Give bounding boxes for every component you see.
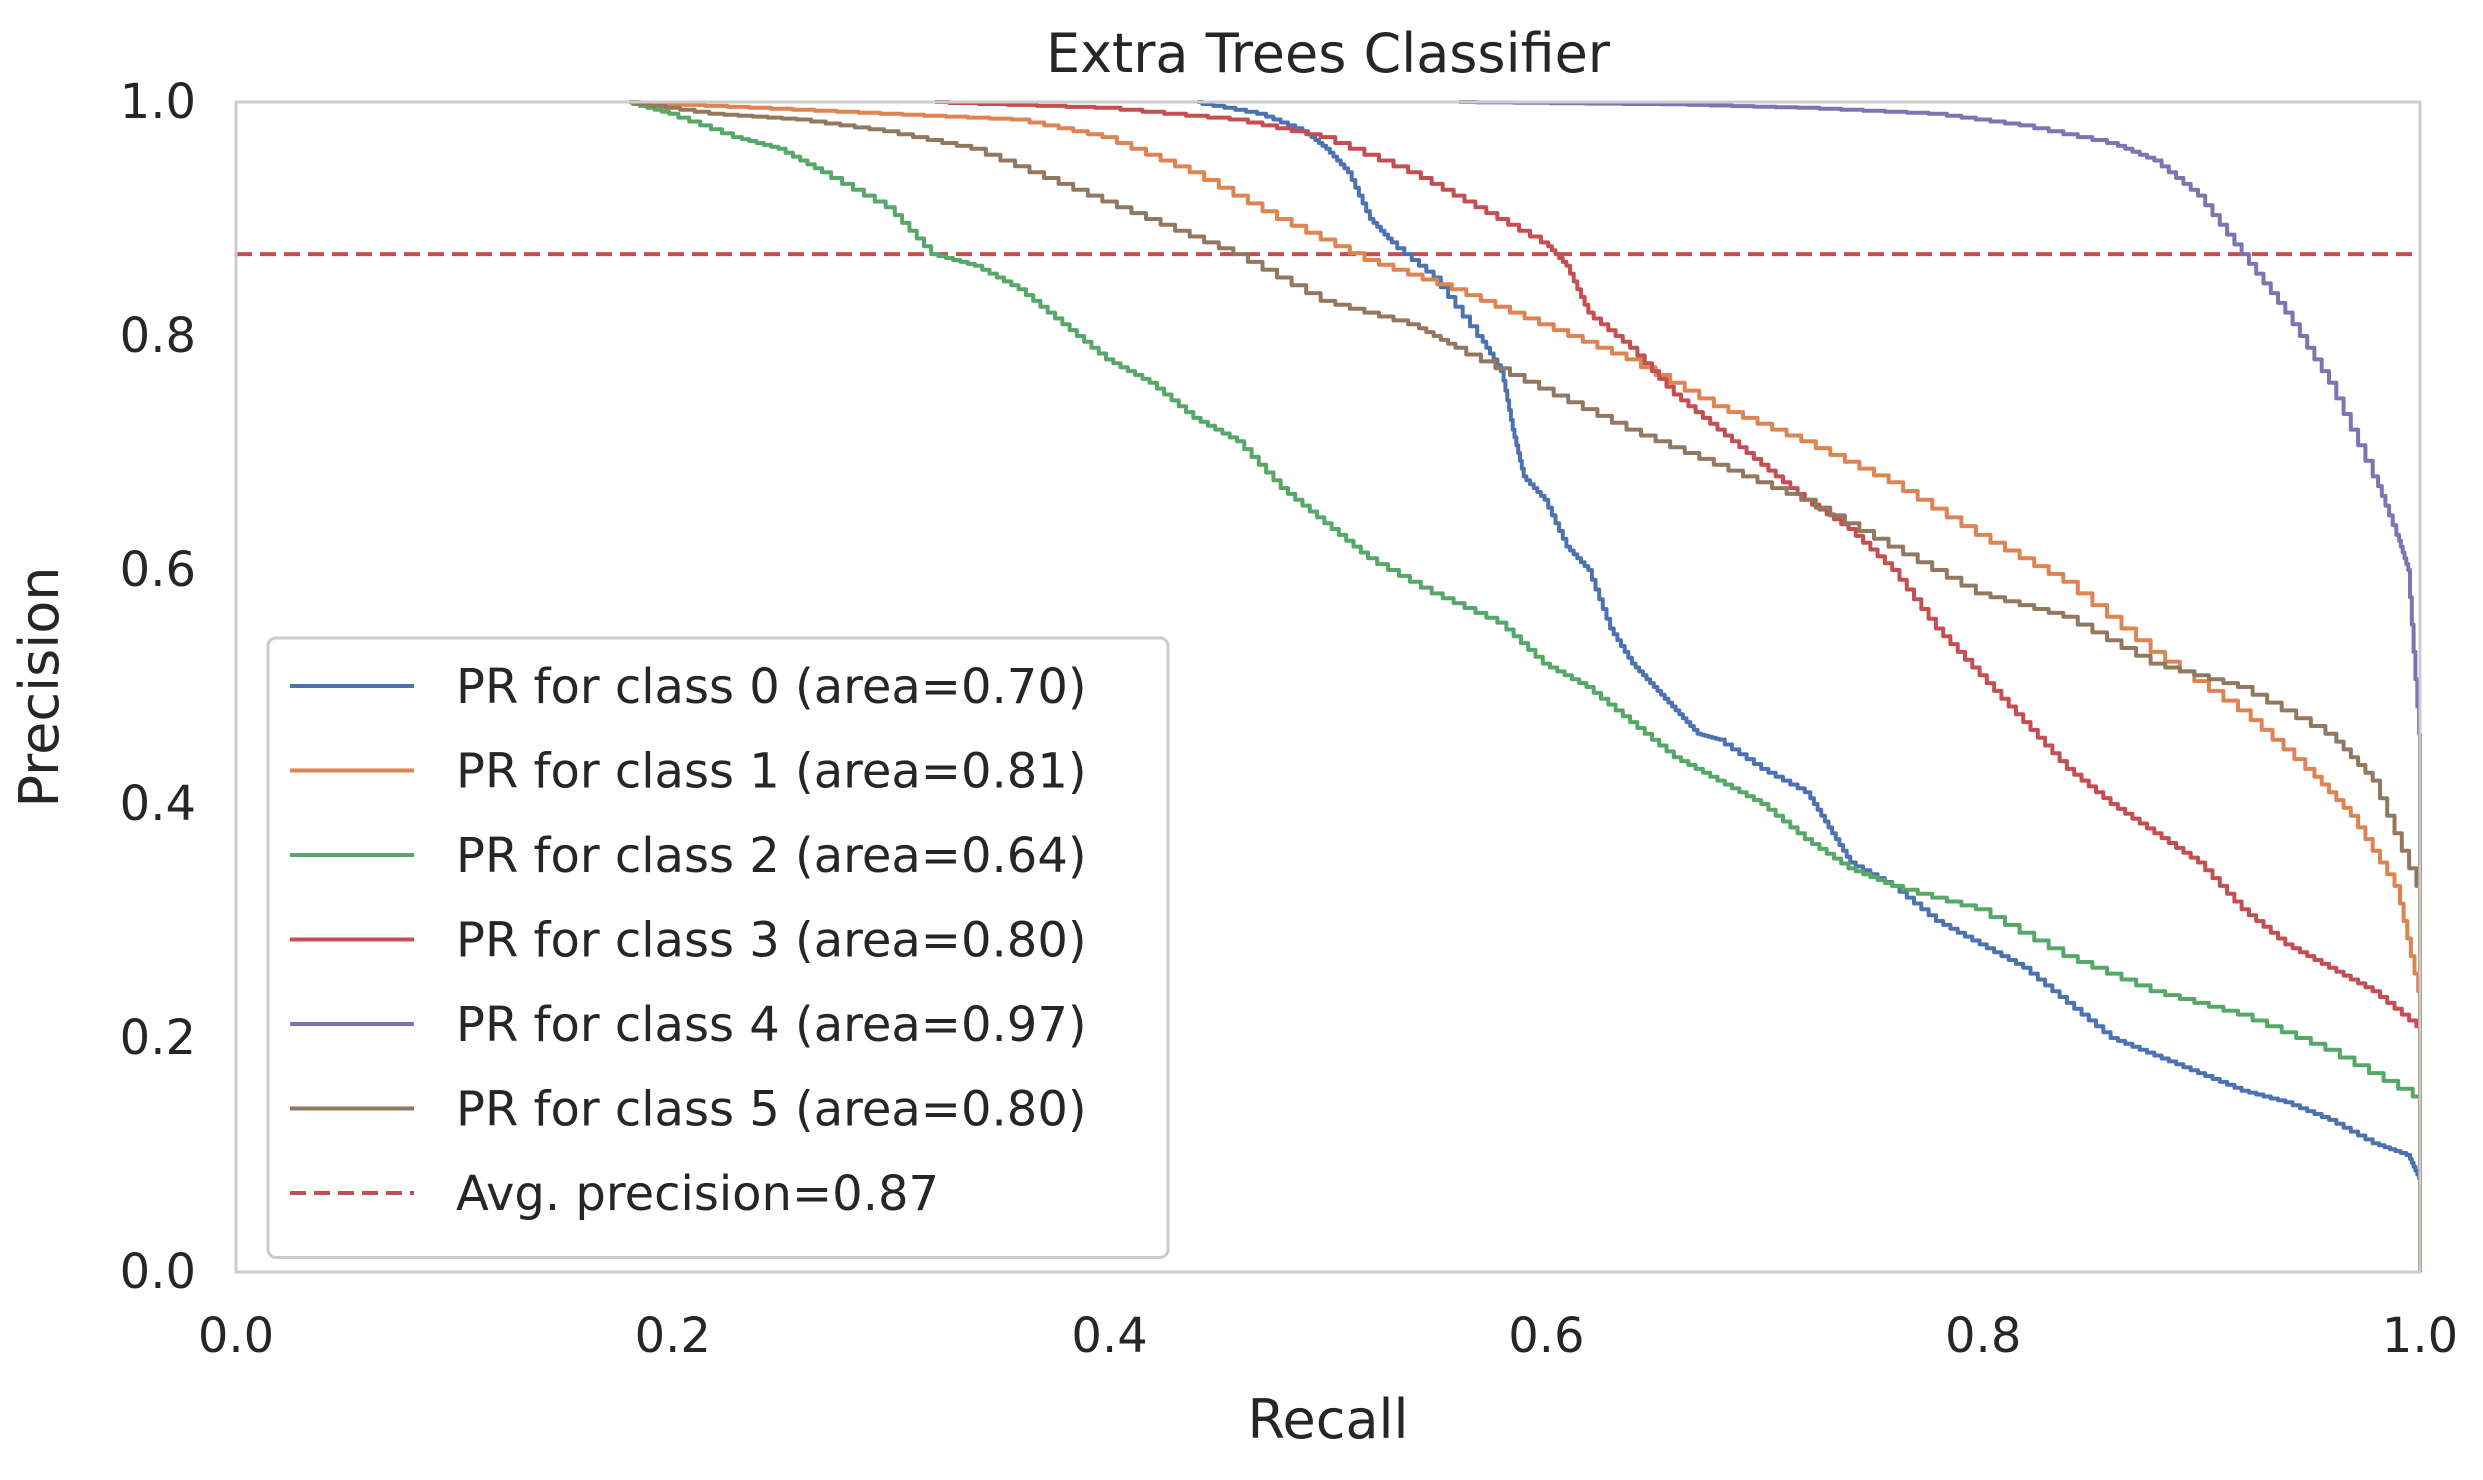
series-line-class-1 [629,100,2422,1272]
series-line-class-0 [1197,100,2422,1272]
y-tick-label: 0.0 [120,1244,196,1300]
x-tick-label: 0.0 [198,1308,274,1364]
x-tick-label: 0.4 [1071,1308,1147,1364]
plot-area [236,100,2422,1272]
x-tick-label: 0.8 [1945,1308,2021,1364]
legend-box [266,636,1170,1259]
series-line-class-5 [629,100,2422,1272]
axes: 0.0 0.2 0.4 0.6 0.8 1.0 0.0 0.2 0.4 0.6 0.8 1.0 [120,74,2459,1364]
legend-label: PR for class 1 (area=0.81) [456,744,1087,800]
chart-title: Extra Trees Classifier [1046,22,1611,85]
plot-frame [234,100,2422,1274]
x-axis-title: Recall [1247,1388,1408,1451]
series-line-class-2 [629,100,2422,1272]
legend-label: PR for class 5 (area=0.80) [456,1082,1087,1138]
y-tick-label: 1.0 [120,74,196,130]
legend-label: PR for class 3 (area=0.80) [456,913,1087,969]
x-tick-label: 1.0 [2382,1308,2458,1364]
y-axis-title: Precision [8,567,71,808]
y-tick-label: 0.6 [120,542,196,598]
y-tick-label: 0.4 [120,776,196,832]
legend: PR for class 0 (area=0.70) PR for class 1… [266,636,1170,1259]
y-tick-label: 0.2 [120,1010,196,1066]
y-tick-label: 0.8 [120,308,196,364]
legend-label: Avg. precision=0.87 [456,1166,939,1222]
series-line-class-4 [1459,100,2422,1272]
x-tick-label: 0.6 [1508,1308,1584,1364]
x-tick-label: 0.2 [635,1308,711,1364]
legend-label: PR for class 4 (area=0.97) [456,997,1087,1053]
legend-label: PR for class 2 (area=0.64) [456,828,1087,884]
legend-label: PR for class 0 (area=0.70) [456,659,1087,715]
